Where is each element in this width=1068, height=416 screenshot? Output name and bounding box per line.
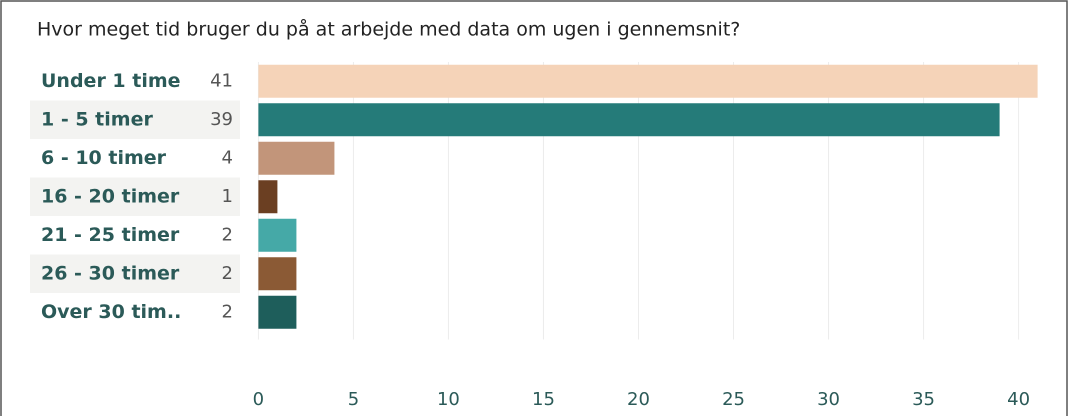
x-tick-label: 5 [348, 389, 359, 410]
value-label: 2 [222, 301, 233, 322]
row-band [30, 254, 240, 293]
x-tick-label: 30 [817, 389, 840, 410]
x-tick-label: 0 [253, 389, 264, 410]
row-band [30, 177, 240, 216]
row-band [30, 100, 240, 139]
x-tick-label: 15 [532, 389, 555, 410]
bar [258, 295, 297, 329]
bar [258, 103, 1000, 137]
value-label: 4 [222, 147, 233, 168]
x-tick-label: 35 [912, 389, 935, 410]
value-label: 2 [222, 263, 233, 284]
category-label: 1 - 5 timer [41, 108, 153, 130]
category-label: 21 - 25 timer [41, 224, 180, 246]
category-label: Over 30 tim.. [41, 301, 181, 323]
bar [258, 180, 278, 214]
value-label: 41 [210, 70, 233, 91]
category-label: 26 - 30 timer [41, 262, 180, 284]
x-tick-label: 40 [1007, 389, 1030, 410]
bar [258, 64, 1038, 98]
x-tick-label: 25 [722, 389, 745, 410]
bar [258, 141, 335, 175]
value-label: 1 [222, 186, 233, 207]
x-tick-label: 20 [627, 389, 650, 410]
value-label: 39 [210, 109, 233, 130]
category-label: 16 - 20 timer [41, 185, 180, 207]
category-label: 6 - 10 timer [41, 147, 167, 169]
bar [258, 257, 297, 291]
value-label: 2 [222, 224, 233, 245]
bar [258, 218, 297, 252]
x-tick-label: 10 [437, 389, 460, 410]
chart-title: Hvor meget tid bruger du på at arbejde m… [37, 18, 740, 41]
category-label: Under 1 time [41, 70, 181, 92]
